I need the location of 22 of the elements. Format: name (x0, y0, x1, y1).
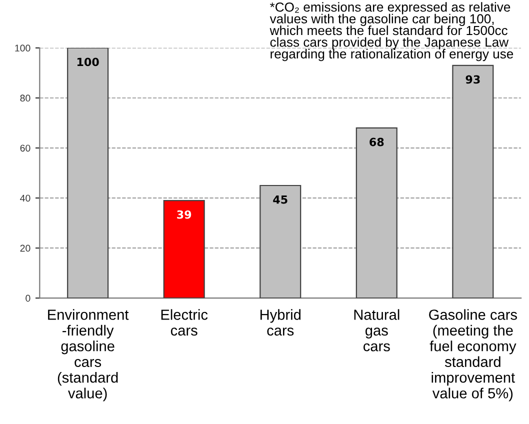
bar (163, 200, 205, 298)
y-tick-label: 100 (15, 44, 30, 52)
y-tick-label: 20 (20, 244, 30, 252)
data-label: 39 (177, 210, 192, 219)
y-tick-label: 0 (26, 294, 30, 302)
x-tick-label: Environment -friendly gasoline cars (standard value) (48, 309, 129, 402)
x-tick-label: Hybrid cars (260, 309, 300, 336)
data-label: 100 (77, 58, 99, 66)
data-label: 68 (370, 138, 384, 146)
annotation: *CO₂ emissions are expressed as relative values with the gasoline car being 100, which meets the fuel standard for 1500cc class cars provided by the Japanese Law regarding the rationalization of energy use (270, 2, 514, 62)
bar (260, 184, 302, 298)
x-tick-label: Electric cars (161, 309, 208, 336)
data-label: 45 (273, 195, 288, 204)
bar (452, 64, 494, 298)
y-tick-label: 80 (20, 94, 30, 102)
data-label: 93 (466, 75, 480, 84)
x-tick-label: Gasoline cars (meeting the fuel economy standard improvement value of 5%) (429, 309, 517, 402)
y-tick-label: 40 (20, 194, 30, 202)
x-tick-label: Natural gas cars (354, 309, 400, 352)
bar (356, 127, 398, 298)
bar (67, 48, 109, 298)
y-tick-label: 60 (20, 144, 30, 152)
